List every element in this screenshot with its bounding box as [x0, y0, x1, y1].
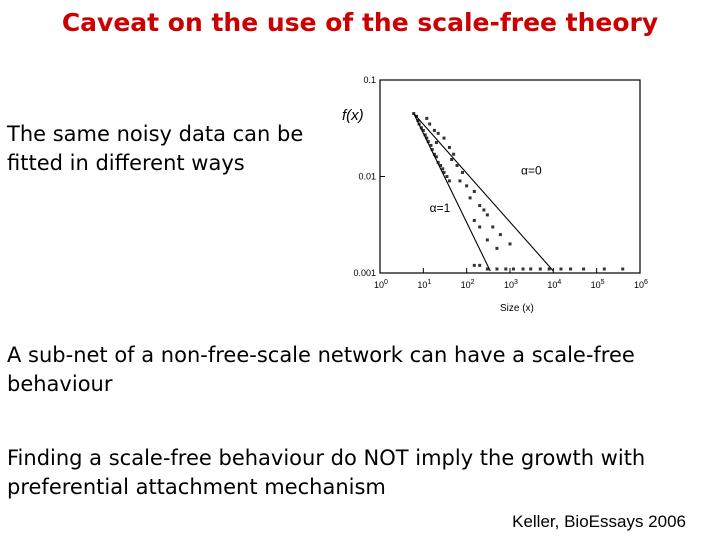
data-point [419, 126, 423, 130]
data-point [508, 242, 512, 246]
data-point [485, 213, 489, 217]
data-point [447, 179, 451, 183]
y-axis-label: f(x) [342, 107, 364, 124]
data-point [602, 267, 606, 271]
data-point [441, 167, 445, 171]
data-point [428, 122, 432, 126]
data-point [468, 196, 472, 200]
data-point [538, 267, 542, 271]
preferential-attachment-text: Finding a scale-free behaviour do NOT im… [7, 446, 646, 499]
citation: Keller, BioEssays 2006 [512, 512, 686, 531]
data-point [485, 238, 489, 242]
data-point [434, 141, 438, 145]
data-point [482, 208, 486, 212]
data-point [416, 119, 420, 123]
slide-title: Caveat on the use of the scale-free theo… [61, 8, 659, 37]
y-tick-label: 0.001 [353, 268, 376, 278]
data-point [529, 267, 533, 271]
data-point [472, 218, 476, 222]
data-point [425, 136, 429, 140]
data-point [465, 184, 469, 188]
data-point [472, 189, 476, 193]
data-point [458, 179, 462, 183]
x-tick-label: 105 [591, 279, 605, 290]
data-point [621, 267, 625, 271]
data-point [450, 158, 454, 162]
data-point [432, 128, 436, 132]
data-point [559, 267, 563, 271]
y-tick-label: 0.01 [358, 172, 376, 182]
data-point [478, 263, 482, 267]
data-point [432, 152, 436, 156]
plot-points [412, 111, 625, 271]
data-point [436, 160, 440, 164]
data-point [495, 267, 499, 271]
x-tick-label: 102 [461, 279, 475, 290]
data-point [439, 164, 443, 168]
data-point [478, 204, 482, 208]
x-tick-label: 103 [504, 279, 518, 290]
data-point [478, 225, 482, 229]
data-point [495, 246, 499, 250]
data-point [447, 145, 451, 149]
scale-free-fit-plot: 100 101 102 103 104 105 106 0.1 0.01 0.001 f(x) Si… [342, 75, 648, 314]
data-point [460, 171, 464, 175]
noisy-data-text: The same noisy data can be fitted in dif… [7, 122, 304, 175]
data-point [485, 267, 489, 271]
data-point [425, 116, 429, 120]
data-point [498, 233, 502, 237]
plot-axes: 100 101 102 103 104 105 106 0.1 0.01 0.001 [353, 75, 648, 290]
data-point [491, 225, 495, 229]
y-tick-label: 0.1 [363, 75, 376, 85]
data-point [511, 267, 515, 271]
data-point [521, 267, 525, 271]
x-axis-label: Size (x) [500, 303, 534, 314]
data-point [442, 136, 446, 140]
data-point [452, 152, 456, 156]
data-point [569, 267, 573, 271]
data-point [442, 171, 446, 175]
data-point [445, 175, 449, 178]
data-point [426, 140, 430, 144]
fit-line [413, 113, 491, 272]
fit-lines [413, 113, 554, 272]
x-tick-label: 101 [417, 279, 431, 290]
data-point [436, 131, 440, 135]
alpha-1-label: α=1 [430, 201, 451, 215]
fit-line [413, 113, 554, 272]
data-point [434, 155, 438, 159]
x-tick-label: 104 [547, 279, 561, 290]
x-tick-label: 106 [634, 279, 648, 290]
data-point [421, 128, 425, 132]
subnet-text: A sub-net of a non-free-scale network ca… [7, 343, 635, 396]
data-point [547, 267, 551, 271]
alpha-0-label: α=0 [521, 163, 542, 177]
plot-labels: f(x) Size (x) α=0 α=1 [342, 107, 542, 314]
data-point [504, 267, 508, 271]
data-point [455, 164, 459, 168]
data-point [430, 148, 434, 152]
x-tick-label: 100 [374, 279, 388, 290]
data-point [582, 267, 586, 271]
data-point [472, 263, 476, 267]
data-point [423, 133, 427, 137]
data-point [429, 143, 433, 147]
